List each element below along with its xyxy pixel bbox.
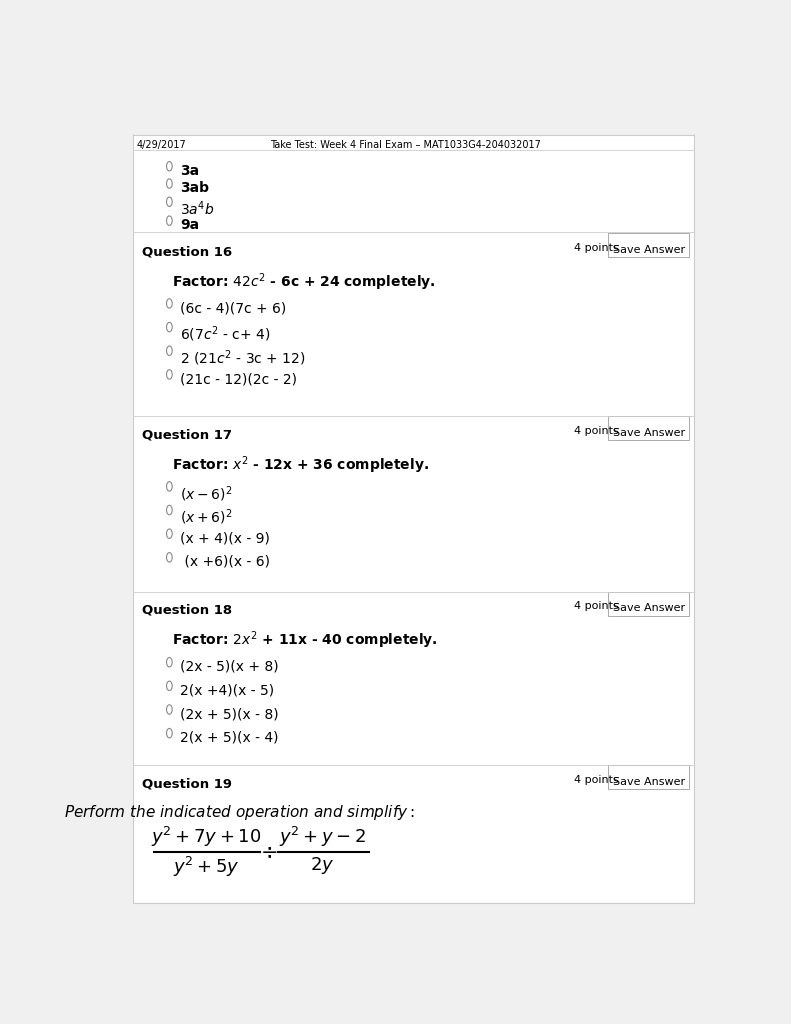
Text: 9a: 9a — [180, 218, 199, 232]
Text: $(x - 6)^2$: $(x - 6)^2$ — [180, 484, 233, 504]
Text: $3a^4b$: $3a^4b$ — [180, 200, 215, 218]
Text: 4 points: 4 points — [574, 601, 619, 611]
Text: (21c - 12)(2c - 2): (21c - 12)(2c - 2) — [180, 372, 297, 386]
Text: $2y$: $2y$ — [311, 855, 335, 877]
FancyBboxPatch shape — [608, 233, 689, 257]
Text: $\bf{\it{Perform\ the\ indicated\ operation\ and\ simplify:}}$: $\bf{\it{Perform\ the\ indicated\ operat… — [64, 804, 415, 822]
Text: Save Answer: Save Answer — [613, 777, 685, 786]
FancyBboxPatch shape — [608, 592, 689, 615]
Text: $(x + 6)^2$: $(x + 6)^2$ — [180, 508, 233, 527]
Text: $y^2+7y+10$: $y^2+7y+10$ — [151, 825, 261, 849]
Text: Take Test: Week 4 Final Exam – MAT1033G4-204032017: Take Test: Week 4 Final Exam – MAT1033G4… — [270, 140, 541, 151]
Text: 3a: 3a — [180, 164, 199, 178]
Text: (6c - 4)(7c + 6): (6c - 4)(7c + 6) — [180, 301, 286, 315]
Text: (x +6)(x - 6): (x +6)(x - 6) — [180, 555, 271, 569]
Text: (2x + 5)(x - 8): (2x + 5)(x - 8) — [180, 708, 279, 721]
Text: 4 points: 4 points — [574, 243, 619, 253]
Text: Question 16: Question 16 — [142, 245, 232, 258]
Text: Question 17: Question 17 — [142, 428, 232, 441]
FancyBboxPatch shape — [608, 416, 689, 440]
Text: $\div$: $\div$ — [260, 842, 278, 862]
Text: 2(x + 5)(x - 4): 2(x + 5)(x - 4) — [180, 731, 279, 744]
Text: Factor: $42c^2$ - 6c + 24 completely.: Factor: $42c^2$ - 6c + 24 completely. — [172, 271, 436, 293]
Text: Save Answer: Save Answer — [613, 603, 685, 613]
Text: Save Answer: Save Answer — [613, 245, 685, 255]
Text: $y^2+5y$: $y^2+5y$ — [172, 855, 240, 880]
Text: Question 18: Question 18 — [142, 604, 232, 616]
Text: Factor: $2x^2$ + 11x - 40 completely.: Factor: $2x^2$ + 11x - 40 completely. — [172, 630, 438, 651]
Text: Save Answer: Save Answer — [613, 428, 685, 437]
Text: 4/29/2017: 4/29/2017 — [137, 140, 187, 151]
FancyBboxPatch shape — [608, 766, 689, 790]
Text: $2\ (21c^2$ - 3c + 12): $2\ (21c^2$ - 3c + 12) — [180, 348, 306, 368]
Text: (2x - 5)(x + 8): (2x - 5)(x + 8) — [180, 659, 279, 674]
FancyBboxPatch shape — [133, 135, 694, 903]
Text: $y^2+y-2$: $y^2+y-2$ — [279, 825, 366, 849]
Text: Question 19: Question 19 — [142, 777, 232, 791]
Text: $6(7c^2$ - c+ 4): $6(7c^2$ - c+ 4) — [180, 325, 271, 344]
Text: 4 points: 4 points — [574, 775, 619, 785]
Text: Factor: $x^2$ - 12x + 36 completely.: Factor: $x^2$ - 12x + 36 completely. — [172, 454, 430, 475]
Text: (x + 4)(x - 9): (x + 4)(x - 9) — [180, 531, 271, 546]
Text: 2(x +4)(x - 5): 2(x +4)(x - 5) — [180, 683, 274, 697]
Text: 4 points: 4 points — [574, 426, 619, 435]
Text: 3ab: 3ab — [180, 181, 210, 196]
